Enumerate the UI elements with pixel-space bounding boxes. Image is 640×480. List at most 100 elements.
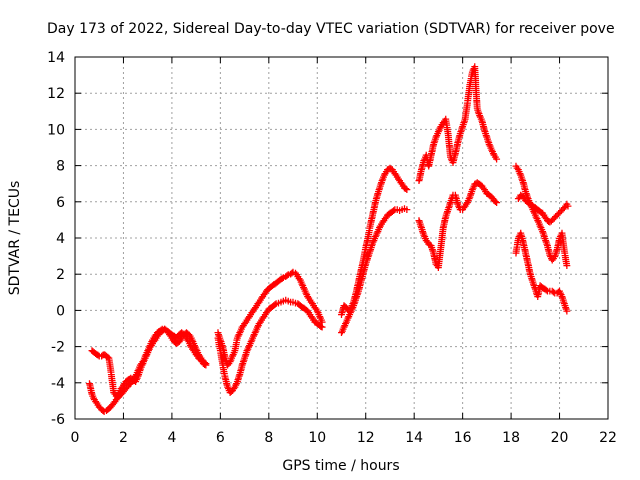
data-point: + xyxy=(232,334,241,347)
data-point: + xyxy=(435,247,444,260)
data-point: + xyxy=(384,162,393,175)
data-point: + xyxy=(512,240,521,253)
data-point: + xyxy=(526,198,535,211)
data-point: + xyxy=(480,125,489,138)
data-point: + xyxy=(109,397,118,410)
data-point: + xyxy=(427,145,436,158)
data-point: + xyxy=(425,238,434,251)
data-point: + xyxy=(284,294,293,307)
data-point: + xyxy=(364,248,373,261)
data-point: + xyxy=(532,210,541,223)
data-point: + xyxy=(102,404,111,417)
grid xyxy=(75,57,608,419)
data-point: + xyxy=(341,317,350,330)
data-point: + xyxy=(132,373,141,386)
data-point: + xyxy=(511,160,520,173)
data-point: + xyxy=(483,132,492,145)
data-point: + xyxy=(416,165,425,178)
data-point: + xyxy=(366,220,375,233)
data-point: + xyxy=(259,310,268,323)
data-point: + xyxy=(246,335,255,348)
data-point: + xyxy=(373,225,382,238)
data-point: + xyxy=(367,214,376,227)
data-point: + xyxy=(472,84,481,97)
data-point: + xyxy=(226,353,235,366)
data-point: + xyxy=(112,393,121,406)
y-tick-label: 4 xyxy=(56,231,65,247)
data-point: + xyxy=(167,332,176,345)
data-point: + xyxy=(190,339,199,352)
data-point: + xyxy=(273,275,282,288)
data-point: + xyxy=(115,386,124,399)
data-point: + xyxy=(230,344,239,357)
data-point: + xyxy=(537,223,546,236)
data-point: + xyxy=(281,270,290,283)
data-point: + xyxy=(142,348,151,361)
data-point: + xyxy=(459,116,468,129)
data-point: + xyxy=(532,212,541,225)
data-point: + xyxy=(474,105,483,118)
data-point: + xyxy=(221,373,230,386)
data-point: + xyxy=(116,382,125,395)
data-point: + xyxy=(527,199,536,212)
data-point: + xyxy=(162,324,171,337)
data-point: + xyxy=(223,379,232,392)
data-point: + xyxy=(145,342,154,355)
data-point: + xyxy=(428,143,437,156)
data-point: + xyxy=(425,158,434,171)
data-point: + xyxy=(270,277,279,290)
data-point: + xyxy=(87,388,96,401)
data-point: + xyxy=(105,353,114,366)
data-point: + xyxy=(141,350,150,363)
data-point: + xyxy=(279,294,288,307)
data-point: + xyxy=(183,333,192,346)
data-point: + xyxy=(225,355,234,368)
data-point: + xyxy=(513,236,522,249)
data-point: + xyxy=(262,306,271,319)
data-point: + xyxy=(443,125,452,138)
data-point: + xyxy=(169,329,178,342)
data-point: + xyxy=(400,181,409,194)
data-point: + xyxy=(416,167,425,180)
data-point: + xyxy=(274,275,283,288)
data-point: + xyxy=(286,267,295,280)
x-tick-label: 16 xyxy=(454,430,472,446)
data-point: + xyxy=(558,231,567,244)
data-point: + xyxy=(346,306,355,319)
data-point: + xyxy=(351,292,360,305)
data-point: + xyxy=(349,294,358,307)
data-point: + xyxy=(265,281,274,294)
data-point: + xyxy=(362,237,371,250)
data-point: + xyxy=(472,92,481,105)
data-point: + xyxy=(235,368,244,381)
data-point: + xyxy=(378,172,387,185)
data-point: + xyxy=(195,350,204,363)
data-point: + xyxy=(115,389,124,402)
data-point: + xyxy=(228,350,237,363)
data-point: + xyxy=(354,284,363,297)
data-point: + xyxy=(315,310,324,323)
data-point: + xyxy=(547,252,556,265)
data-point: + xyxy=(155,326,164,339)
data-point: + xyxy=(415,172,424,185)
data-point: + xyxy=(162,324,171,337)
data-point: + xyxy=(219,344,228,357)
data-point: + xyxy=(452,142,461,155)
data-point: + xyxy=(458,203,467,216)
data-point: + xyxy=(536,279,545,292)
data-point: + xyxy=(443,205,452,218)
data-point: + xyxy=(372,190,381,203)
data-point: + xyxy=(475,109,484,122)
data-point: + xyxy=(384,208,393,221)
data-point: + xyxy=(353,279,362,292)
data-point: + xyxy=(348,301,357,314)
data-point: + xyxy=(349,295,358,308)
data-point: + xyxy=(179,328,188,341)
data-point: + xyxy=(360,261,369,274)
data-point: + xyxy=(379,214,388,227)
data-point: + xyxy=(482,129,491,142)
data-point: + xyxy=(370,232,379,245)
data-point: + xyxy=(347,304,356,317)
data-point: + xyxy=(423,236,432,249)
data-point: + xyxy=(137,359,146,372)
